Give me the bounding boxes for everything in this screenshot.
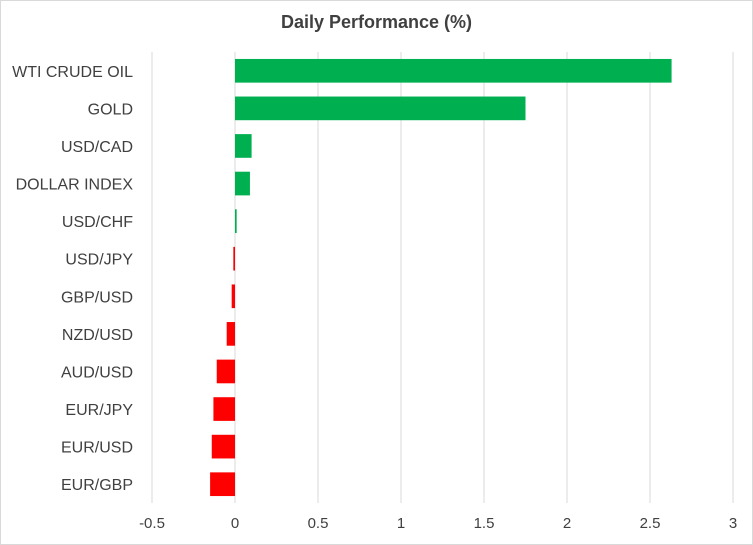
x-tick-label: 2 — [563, 515, 571, 532]
category-label: EUR/GBP — [61, 477, 133, 494]
chart-title: Daily Performance (%) — [280, 12, 473, 32]
bar — [210, 472, 235, 497]
bar — [216, 359, 235, 384]
category-label: DOLLAR INDEX — [16, 177, 134, 194]
bar — [235, 209, 237, 233]
x-tick-label: -0.5 — [139, 515, 165, 532]
x-tick-label: 2.5 — [640, 515, 661, 532]
bar — [235, 171, 250, 196]
category-label: AUD/USD — [61, 364, 133, 381]
bar — [226, 322, 235, 346]
category-label: EUR/JPY — [65, 402, 133, 419]
category-label: NZD/USD — [62, 327, 133, 344]
bar — [213, 397, 235, 421]
category-label: WTI CRUDE OIL — [12, 64, 133, 81]
category-label: USD/JPY — [65, 252, 133, 269]
category-label: GOLD — [88, 101, 133, 118]
category-label: GBP/USD — [61, 289, 133, 306]
bar — [235, 96, 526, 121]
x-tick-label: 0 — [231, 515, 239, 532]
gridlines — [151, 52, 734, 503]
category-label: EUR/USD — [61, 440, 133, 457]
bar — [235, 134, 252, 158]
bar — [233, 246, 235, 271]
category-label: USD/CAD — [61, 139, 133, 156]
x-tick-label: 3 — [729, 515, 737, 532]
x-tick-label: 1.5 — [474, 515, 495, 532]
x-tick-label: 0.5 — [308, 515, 329, 532]
x-tick-label: 1 — [397, 515, 405, 532]
x-tick-labels: -0.5 0 0.5 1 1.5 2 2.5 3 — [139, 515, 737, 532]
bar — [231, 284, 235, 309]
category-labels: WTI CRUDE OIL GOLD USD/CAD DOLLAR INDEX USD/… — [12, 64, 133, 494]
category-label: USD/CHF — [62, 214, 133, 231]
bars — [210, 58, 672, 497]
bar — [211, 434, 235, 459]
bar — [235, 58, 672, 83]
